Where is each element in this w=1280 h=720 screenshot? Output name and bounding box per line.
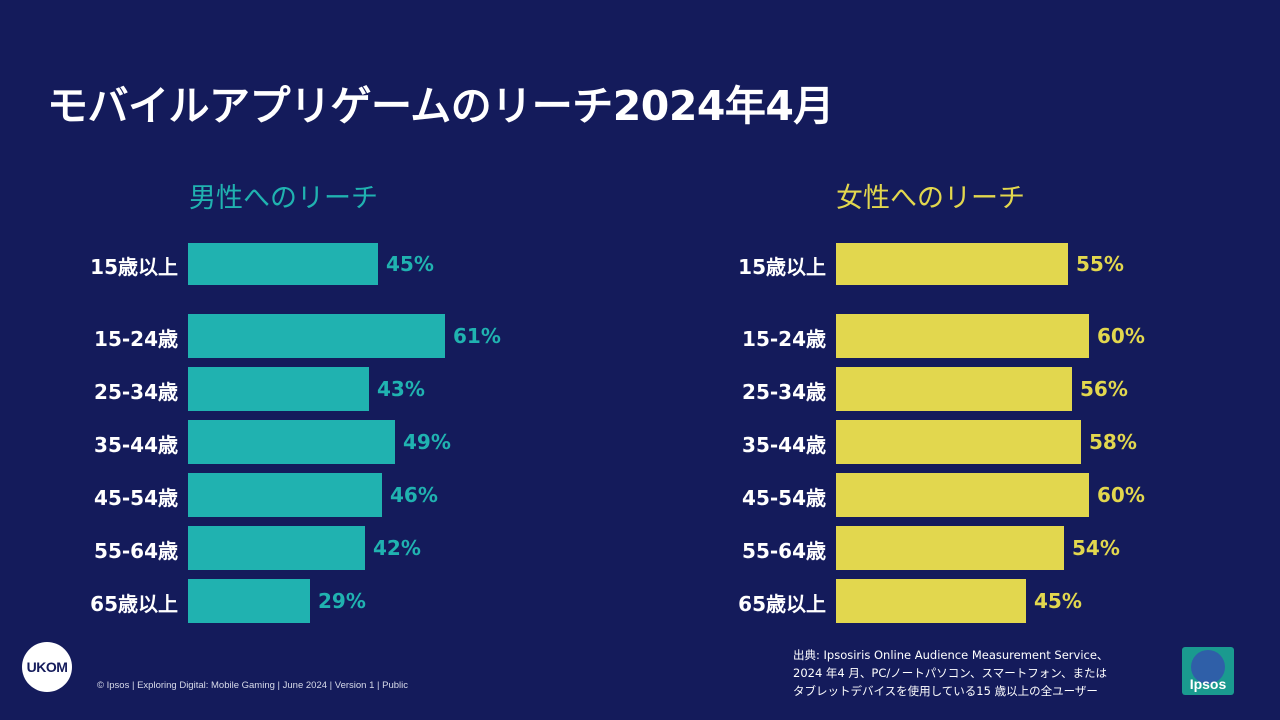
male-category-label: 65歳以上 — [90, 592, 178, 616]
female-category-label: 45-54歳 — [742, 486, 826, 510]
female-value-label: 55% — [1076, 252, 1124, 276]
female-category-label: 25-34歳 — [742, 380, 826, 404]
page-title: モバイルアプリゲームのリーチ2024年4月 — [47, 82, 834, 130]
footer-text: © Ipsos | Exploring Digital: Mobile Gami… — [97, 680, 408, 691]
female-category-label: 15歳以上 — [738, 255, 826, 279]
male-value-label: 46% — [390, 483, 438, 507]
female-value-label: 56% — [1080, 377, 1128, 401]
female-value-label: 58% — [1089, 430, 1137, 454]
ukom-logo: UKOM — [22, 642, 72, 692]
male-value-label: 42% — [373, 536, 421, 560]
female-category-label: 65歳以上 — [738, 592, 826, 616]
male-bar — [188, 243, 378, 285]
ipsos-logo-text: Ipsos — [1189, 676, 1227, 692]
ipsos-logo-disc — [1191, 650, 1225, 684]
source-line: 2024 年4 月、PC/ノートパソコン、スマートフォン、または — [793, 666, 1108, 680]
male-value-label: 29% — [318, 589, 366, 613]
female-bar — [836, 367, 1072, 411]
female-chart-title: 女性へのリーチ — [836, 183, 1025, 214]
female-bar — [836, 420, 1081, 464]
female-category-label: 35-44歳 — [742, 433, 826, 457]
male-category-label: 35-44歳 — [94, 433, 178, 457]
male-category-label: 45-54歳 — [94, 486, 178, 510]
male-bar — [188, 367, 369, 411]
male-value-label: 43% — [377, 377, 425, 401]
male-category-label: 15歳以上 — [90, 255, 178, 279]
source-note: 出典: Ipsosiris Online Audience Measuremen… — [793, 646, 1173, 700]
female-category-label: 15-24歳 — [742, 327, 826, 351]
male-bar — [188, 526, 365, 570]
ipsos-logo: Ipsos — [1182, 647, 1234, 695]
female-value-label: 60% — [1097, 324, 1145, 348]
male-category-label: 15-24歳 — [94, 327, 178, 351]
male-category-label: 55-64歳 — [94, 539, 178, 563]
female-bar — [836, 473, 1089, 517]
male-bar — [188, 579, 310, 623]
female-value-label: 60% — [1097, 483, 1145, 507]
female-value-label: 45% — [1034, 589, 1082, 613]
female-category-label: 55-64歳 — [742, 539, 826, 563]
source-line: 出典: Ipsosiris Online Audience Measuremen… — [793, 648, 1109, 662]
female-bar — [836, 579, 1026, 623]
male-bar — [188, 420, 395, 464]
male-bar — [188, 473, 382, 517]
ukom-logo-text: UKOM — [26, 659, 68, 675]
female-bar — [836, 314, 1089, 358]
female-value-label: 54% — [1072, 536, 1120, 560]
male-bar — [188, 314, 445, 358]
female-bar — [836, 526, 1064, 570]
male-value-label: 61% — [453, 324, 501, 348]
male-value-label: 45% — [386, 252, 434, 276]
male-chart-title: 男性へのリーチ — [189, 183, 378, 214]
male-value-label: 49% — [403, 430, 451, 454]
male-category-label: 25-34歳 — [94, 380, 178, 404]
source-line: タブレットデバイスを使用している15 歳以上の全ユーザー — [793, 684, 1098, 698]
female-bar — [836, 243, 1068, 285]
